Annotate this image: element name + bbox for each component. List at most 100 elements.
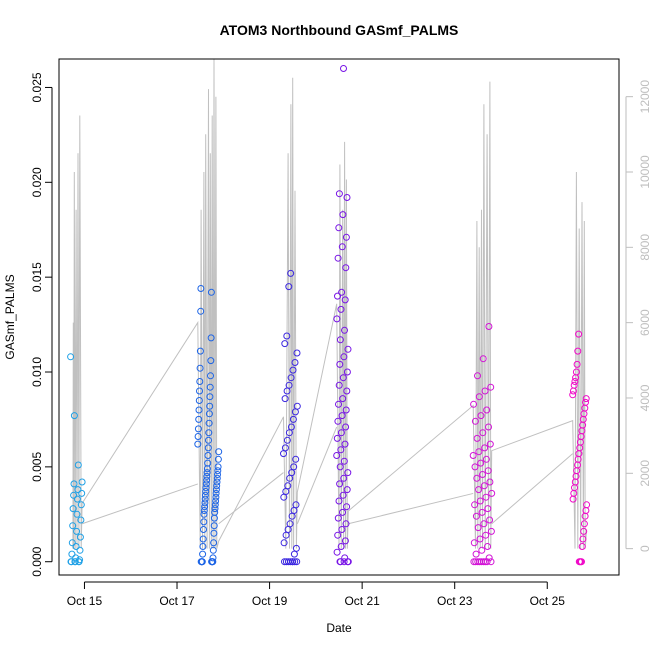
data-point bbox=[195, 415, 203, 423]
data-point bbox=[68, 539, 76, 547]
data-point bbox=[74, 486, 82, 494]
data-point bbox=[342, 264, 350, 272]
data-point bbox=[78, 478, 86, 486]
data-point bbox=[341, 537, 349, 545]
data-point bbox=[483, 406, 491, 414]
data-point bbox=[67, 558, 75, 566]
data-point bbox=[335, 224, 343, 232]
data-point bbox=[333, 315, 341, 323]
data-point bbox=[202, 484, 210, 492]
y2-tick-label: 12000 bbox=[638, 80, 650, 114]
flight-link-line bbox=[218, 472, 284, 525]
data-point bbox=[214, 471, 221, 478]
data-point bbox=[484, 467, 492, 475]
data-point bbox=[338, 412, 346, 420]
data-point bbox=[209, 554, 217, 562]
data-point bbox=[281, 558, 288, 566]
data-point bbox=[487, 383, 495, 391]
data-point bbox=[336, 480, 344, 488]
data-point bbox=[474, 372, 481, 380]
data-point bbox=[478, 508, 486, 516]
data-point bbox=[473, 434, 481, 442]
data-point bbox=[201, 491, 209, 499]
flight-link-line bbox=[491, 453, 574, 525]
x-tick-label: Oct 15 bbox=[67, 594, 103, 608]
data-point bbox=[200, 507, 208, 514]
data-point bbox=[480, 482, 488, 490]
data-point bbox=[195, 397, 203, 404]
data-point bbox=[67, 353, 75, 361]
data-point bbox=[69, 505, 77, 513]
y-tick-label: 0.005 bbox=[30, 452, 44, 482]
data-point bbox=[291, 359, 299, 366]
x-tick-label: Oct 23 bbox=[437, 594, 473, 608]
data-point bbox=[343, 503, 351, 511]
data-point bbox=[73, 495, 81, 503]
data-point bbox=[338, 526, 346, 533]
data-point bbox=[580, 527, 588, 535]
data-point bbox=[196, 387, 203, 395]
data-point bbox=[206, 402, 214, 410]
data-point bbox=[197, 285, 205, 292]
data-point bbox=[477, 459, 485, 467]
plot-frame bbox=[58, 58, 620, 576]
data-point bbox=[290, 550, 298, 558]
data-point bbox=[212, 489, 220, 497]
x-tick-label: Oct 19 bbox=[252, 594, 288, 608]
data-point bbox=[201, 495, 209, 503]
data-point bbox=[291, 558, 299, 566]
y-axis-label: GASmf_PALMS bbox=[3, 274, 17, 359]
data-point bbox=[74, 461, 82, 469]
data-point bbox=[342, 233, 350, 241]
x-tick-label: Oct 21 bbox=[344, 594, 380, 608]
chart-title: ATOM3 Northbound GASmf_PALMS bbox=[220, 22, 459, 38]
data-point bbox=[73, 510, 81, 518]
data-point bbox=[199, 535, 207, 543]
data-point bbox=[486, 440, 494, 448]
data-point bbox=[69, 522, 77, 530]
data-point bbox=[289, 366, 297, 374]
data-point bbox=[282, 531, 290, 539]
data-point bbox=[343, 368, 351, 376]
data-point bbox=[343, 194, 351, 201]
y2-tick-label: 8000 bbox=[638, 234, 650, 261]
data-point bbox=[210, 529, 218, 537]
data-point bbox=[335, 400, 342, 408]
data-point bbox=[197, 558, 205, 566]
data-point bbox=[475, 393, 483, 401]
data-point bbox=[285, 429, 293, 437]
data-point bbox=[475, 448, 483, 456]
x-tick-label: Oct 17 bbox=[159, 594, 195, 608]
data-point bbox=[582, 395, 590, 403]
data-point bbox=[205, 429, 213, 437]
data-point bbox=[293, 558, 301, 566]
data-point bbox=[336, 463, 344, 471]
data-point bbox=[337, 305, 345, 313]
y-tick-label: 0.015 bbox=[30, 262, 44, 292]
data-point bbox=[194, 440, 202, 448]
axes-layer: Oct 15 Oct 17 Oct 19 Oct 21 Oct 23 Oct 25 0.00… bbox=[30, 72, 650, 608]
data-point bbox=[209, 546, 217, 554]
data-point bbox=[204, 444, 212, 452]
data-point bbox=[210, 514, 218, 522]
data-point bbox=[339, 374, 347, 382]
data-point bbox=[477, 412, 485, 420]
data-point bbox=[344, 345, 352, 353]
y-tick-label: 0.010 bbox=[30, 357, 44, 387]
data-point bbox=[214, 467, 222, 475]
data-point bbox=[200, 510, 208, 518]
data-point bbox=[206, 393, 214, 401]
data-point bbox=[470, 539, 478, 547]
data-point bbox=[211, 501, 219, 509]
data-point bbox=[213, 474, 221, 482]
data-point bbox=[203, 476, 211, 484]
data-point bbox=[484, 543, 491, 550]
data-point bbox=[339, 211, 347, 219]
data-point bbox=[340, 65, 347, 72]
data-point bbox=[292, 455, 300, 463]
data-point bbox=[340, 558, 348, 566]
data-point bbox=[337, 543, 345, 550]
data-point bbox=[572, 374, 580, 382]
